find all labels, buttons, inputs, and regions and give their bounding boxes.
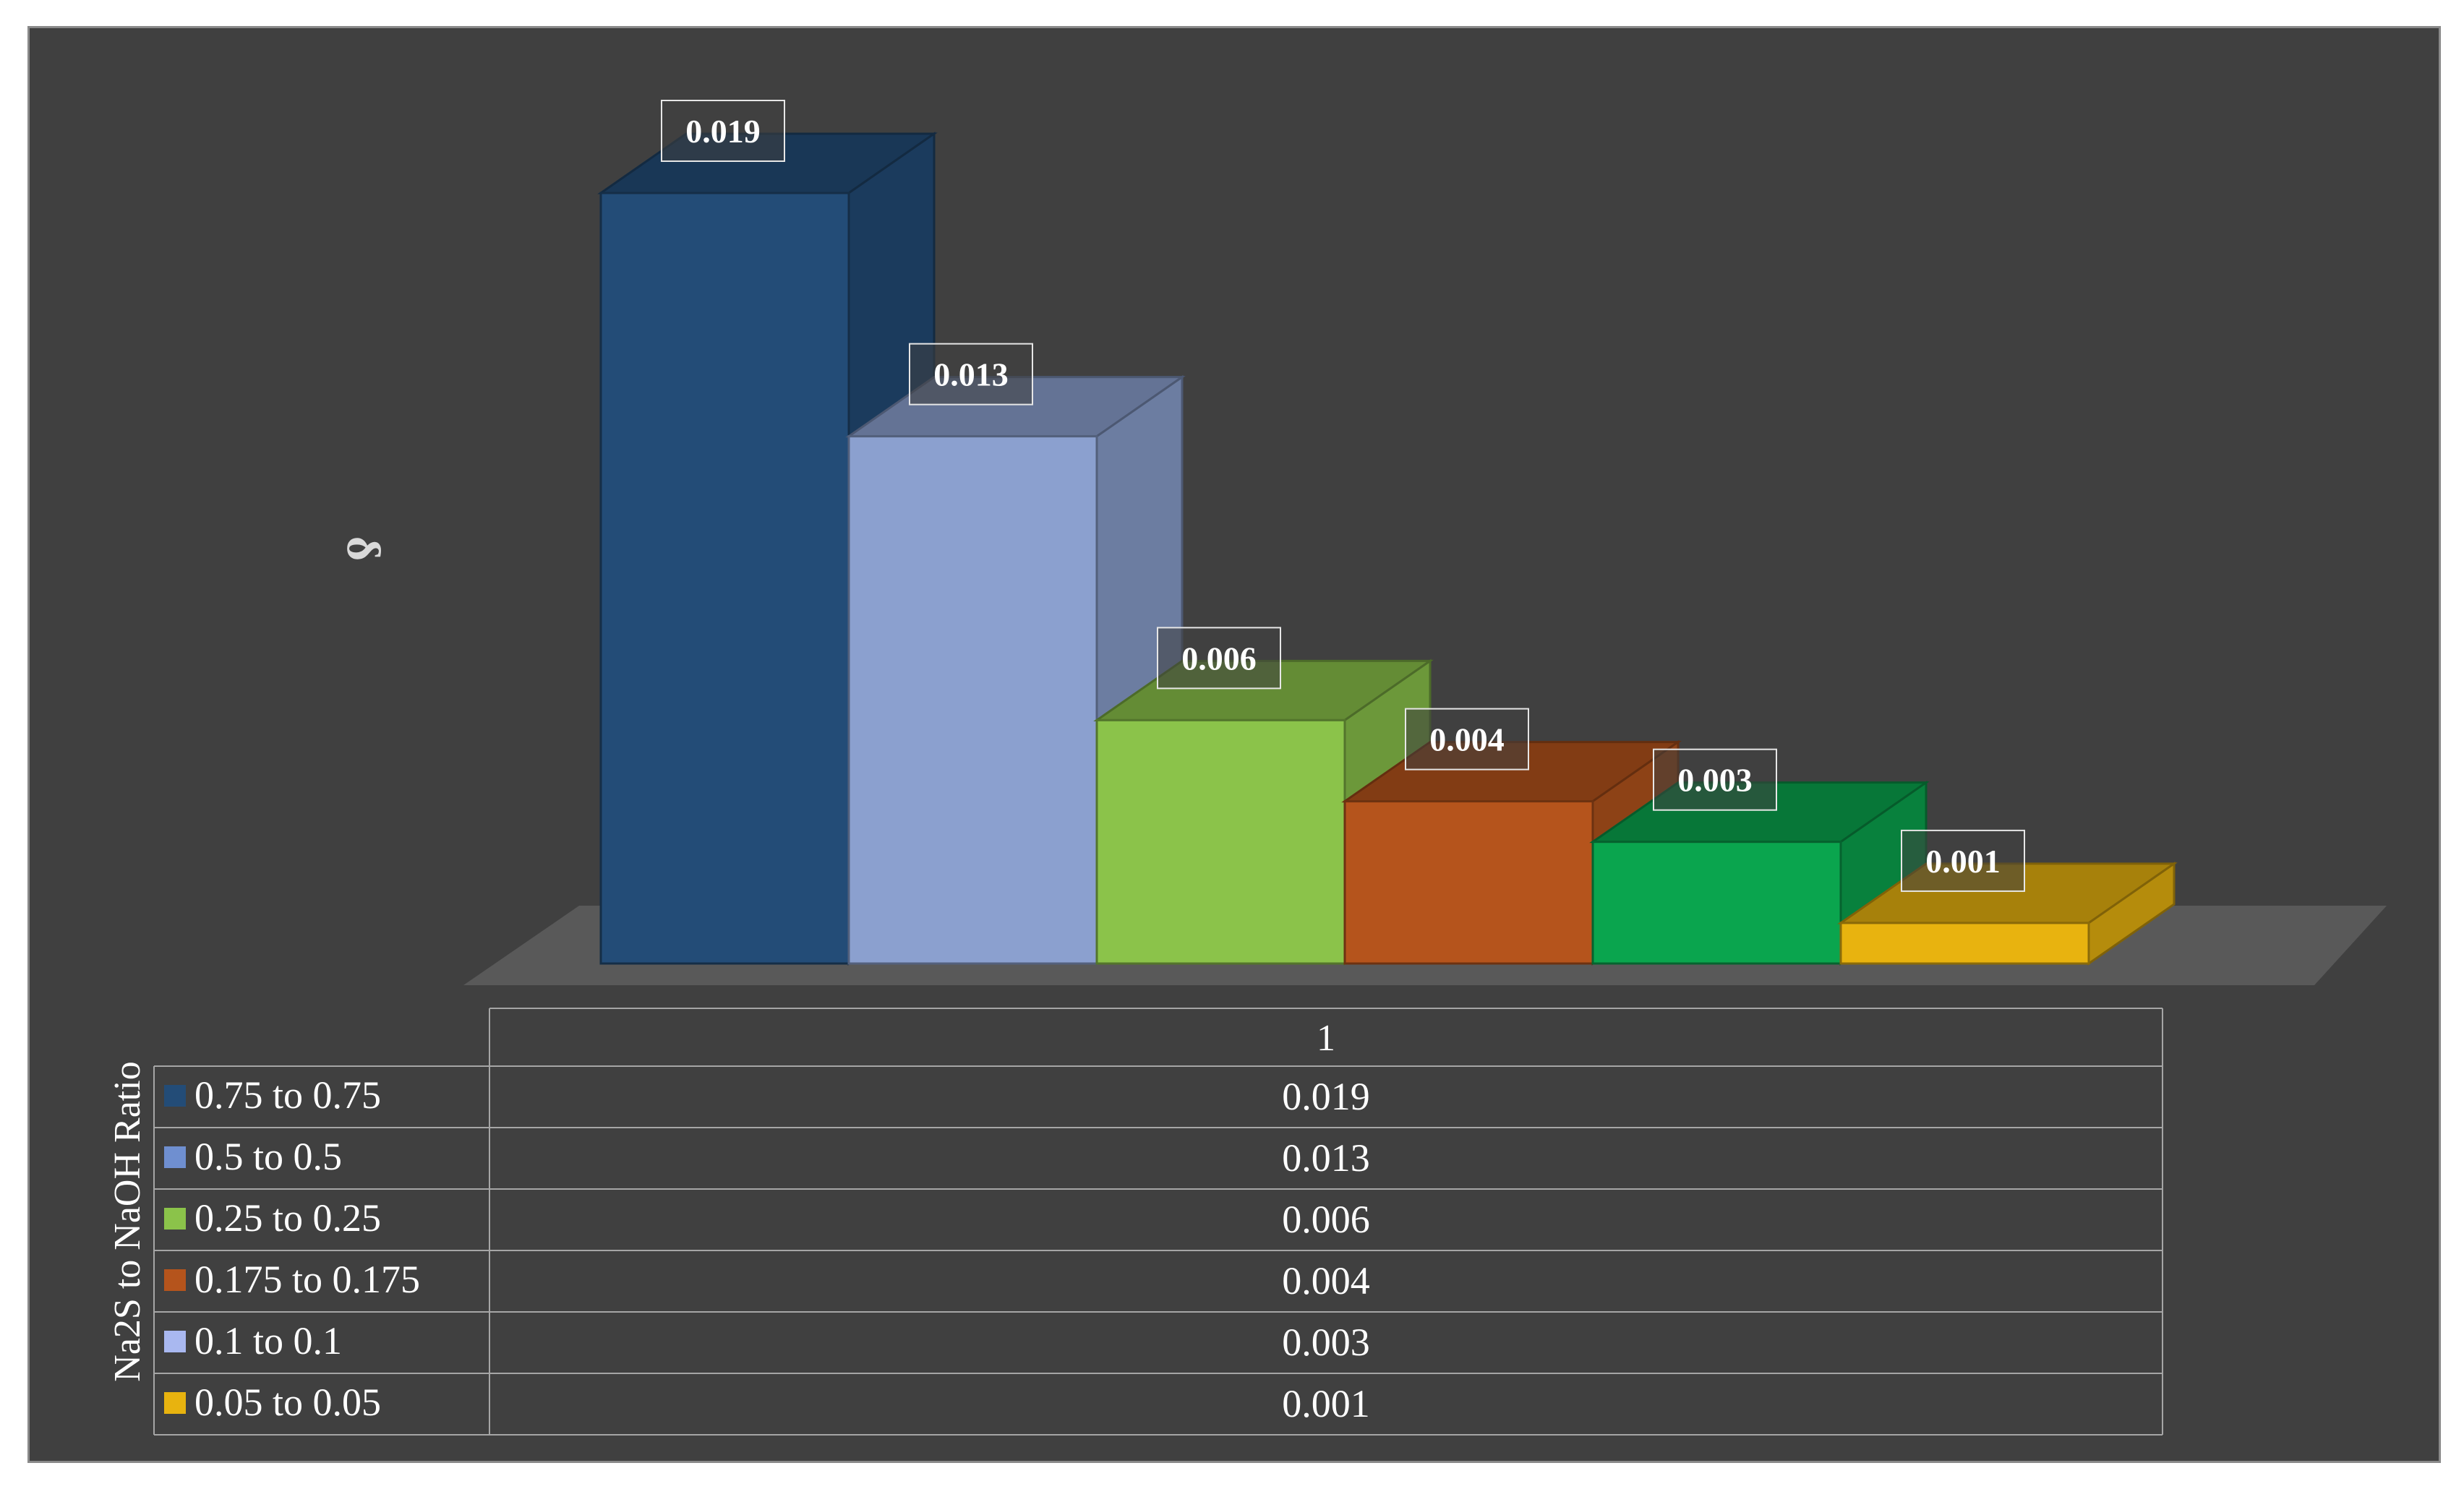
table-value-cell: 0.013 [1282,1136,1370,1180]
bar-front-face [847,435,1098,965]
table-row-3: 0.175 to 0.175 0.004 [164,1258,1370,1303]
data-label-5: 0.001 [1901,829,2025,892]
table-value-cell: 0.004 [1282,1259,1370,1303]
table-value-cell: 0.006 [1282,1198,1370,1241]
data-table: 1 0.75 to 0.75 0.019 0.5 to 0.5 0.013 0.25 to… [107,1008,2163,1436]
legend-series-name: 0.75 to 0.75 [194,1073,381,1117]
data-label-box [909,343,1033,405]
table-value-cell: 0.001 [1282,1382,1370,1425]
legend-key-swatch [164,1146,186,1168]
legend-series-name: 0.25 to 0.25 [194,1196,381,1240]
legend-key-swatch [164,1269,186,1291]
data-label-1: 0.013 [909,343,1033,405]
data-label-text: 0.004 [1429,721,1505,758]
data-label-box [661,100,785,162]
legend-key-swatch [164,1085,186,1107]
legend-series-name: 0.05 to 0.05 [194,1381,381,1424]
y-axis-label: δ [337,536,390,561]
legend-series-name: 0.175 to 0.175 [194,1258,420,1301]
legend-key-swatch [164,1331,186,1352]
chart-plot: δ 0.019 0.013 0.006 0.004 0.003 0.001 1 0.75 t… [107,100,2387,1436]
table-row-0: 0.75 to 0.75 0.019 [164,1073,1370,1118]
bar-front-face [1343,800,1594,965]
legend-series-name: 0.1 to 0.1 [194,1319,342,1363]
table-category-label: 1 [1317,1018,1335,1059]
data-label-text: 0.001 [1925,843,2001,880]
data-label-text: 0.019 [685,113,761,150]
data-label-box [1901,829,2025,892]
data-label-box [1157,627,1281,690]
data-label-3: 0.004 [1405,708,1529,771]
bar-front-face [1591,841,1842,965]
table-value-cell: 0.003 [1282,1321,1370,1364]
data-label-box [1653,748,1777,811]
legend-key-swatch [164,1208,186,1230]
table-row-1: 0.5 to 0.5 0.013 [164,1135,1370,1180]
chart-frame: δ 0.019 0.013 0.006 0.004 0.003 0.001 1 0.75 t… [27,26,2441,1463]
legend-key-swatch [164,1392,186,1414]
data-label-text: 0.006 [1181,640,1257,677]
data-label-box [1405,708,1529,771]
table-row-4: 0.1 to 0.1 0.003 [164,1319,1370,1364]
data-label-text: 0.003 [1677,762,1753,799]
bar-front-face [1839,922,2090,965]
data-label-2: 0.006 [1157,627,1281,690]
bar-front-face [599,192,850,965]
data-labels-layer: 0.019 0.013 0.006 0.004 0.003 0.001 [661,100,2025,892]
table-row-2: 0.25 to 0.25 0.006 [164,1196,1370,1241]
table-row-5: 0.05 to 0.05 0.001 [164,1381,1370,1425]
data-label-text: 0.013 [933,356,1009,393]
table-row-header: Na2S to NaOH Ratio [107,1061,148,1381]
data-label-0: 0.019 [661,100,785,162]
bar-front-face [1095,718,1346,965]
legend-series-name: 0.5 to 0.5 [194,1135,342,1178]
table-value-cell: 0.019 [1282,1075,1370,1118]
data-label-4: 0.003 [1653,748,1777,811]
